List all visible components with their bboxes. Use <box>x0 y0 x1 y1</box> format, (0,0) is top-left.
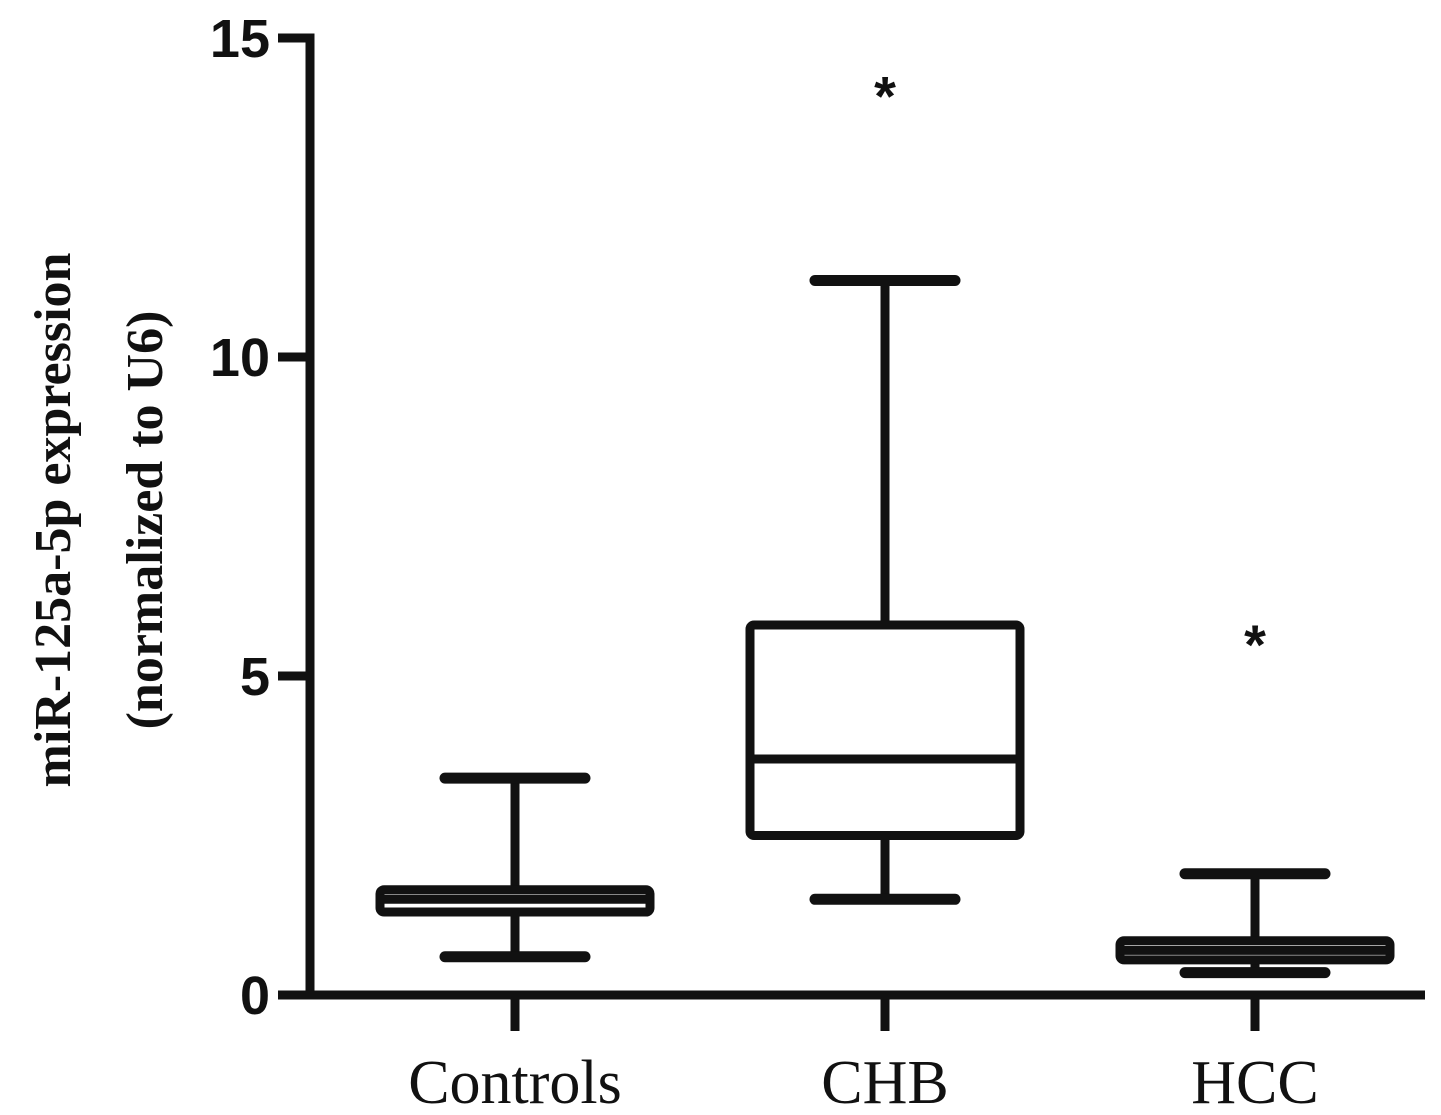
plot-area: ** <box>375 64 1395 979</box>
box-hcc: * <box>1115 613 1395 979</box>
y-axis-title: miR-125a-5p expression (normalized to U6… <box>25 252 174 787</box>
x-axis: Controls CHB HCC <box>310 990 1425 1115</box>
box-controls <box>375 772 655 963</box>
y-axis-title-line-1: miR-125a-5p expression <box>25 252 82 787</box>
significance-marker: * <box>874 64 896 127</box>
iqr-box <box>745 620 1025 841</box>
x-category-label: CHB <box>821 1049 948 1115</box>
y-tick-label: 5 <box>240 647 270 707</box>
y-tick-label: 10 <box>210 328 270 388</box>
y-axis: 0 5 10 15 <box>210 9 315 1026</box>
y-tick-label: 0 <box>240 966 270 1026</box>
significance-marker: * <box>1244 613 1266 676</box>
y-axis-title-line-2: (normalized to U6) <box>117 311 174 730</box>
box-chb: * <box>745 64 1025 905</box>
x-category-label: HCC <box>1191 1049 1318 1115</box>
y-tick-label: 15 <box>210 9 270 69</box>
x-category-label: Controls <box>408 1049 622 1115</box>
